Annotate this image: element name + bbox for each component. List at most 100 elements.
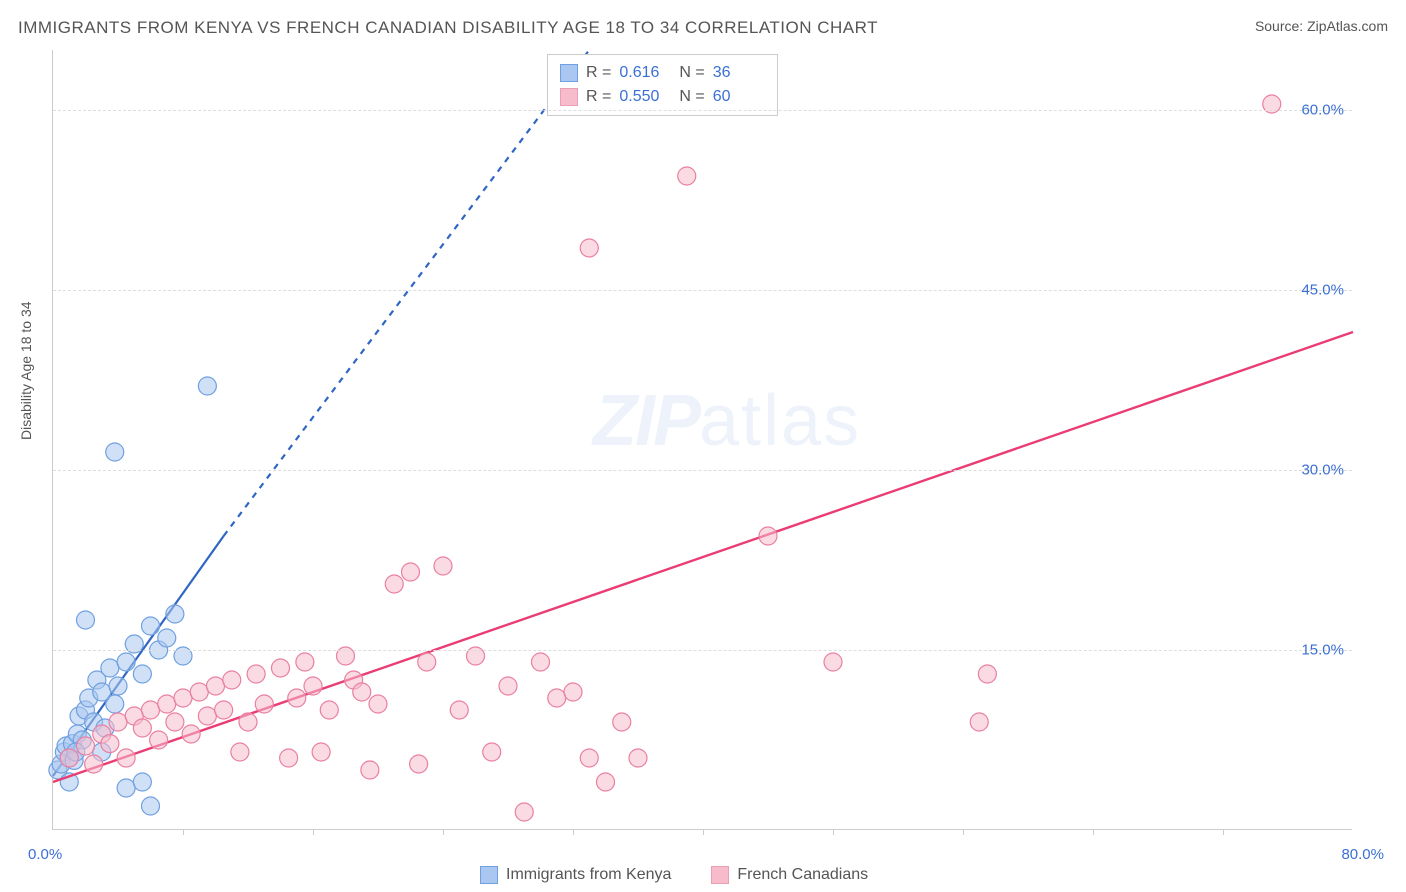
stats-row-series-a: R = 0.616 N = 36 bbox=[560, 61, 765, 85]
data-point bbox=[483, 743, 501, 761]
data-point bbox=[101, 659, 119, 677]
data-point bbox=[109, 713, 127, 731]
n-label-a: N = bbox=[679, 61, 704, 85]
data-point bbox=[548, 689, 566, 707]
gridline bbox=[53, 290, 1352, 291]
data-point bbox=[166, 605, 184, 623]
data-point bbox=[198, 377, 216, 395]
chart-header: IMMIGRANTS FROM KENYA VS FRENCH CANADIAN… bbox=[18, 18, 1388, 38]
gridline bbox=[53, 470, 1352, 471]
data-point bbox=[434, 557, 452, 575]
swatch-series-a bbox=[560, 64, 578, 82]
data-point bbox=[255, 695, 273, 713]
legend-label-a: Immigrants from Kenya bbox=[506, 866, 671, 884]
data-point bbox=[304, 677, 322, 695]
data-point bbox=[580, 239, 598, 257]
data-point bbox=[174, 689, 192, 707]
legend-item-b: French Canadians bbox=[711, 866, 868, 884]
source-label: Source: bbox=[1255, 18, 1307, 34]
data-point bbox=[117, 779, 135, 797]
data-point bbox=[280, 749, 298, 767]
data-point bbox=[60, 749, 78, 767]
data-point bbox=[231, 743, 249, 761]
data-point bbox=[133, 665, 151, 683]
data-point bbox=[106, 695, 124, 713]
x-tick bbox=[1093, 829, 1094, 835]
data-point bbox=[613, 713, 631, 731]
data-point bbox=[247, 665, 265, 683]
data-point bbox=[158, 695, 176, 713]
data-point bbox=[296, 653, 314, 671]
data-point bbox=[385, 575, 403, 593]
data-point bbox=[824, 653, 842, 671]
data-point bbox=[77, 611, 95, 629]
data-point bbox=[182, 725, 200, 743]
x-tick bbox=[1223, 829, 1224, 835]
r-label-b: R = bbox=[586, 85, 611, 109]
data-point bbox=[239, 713, 257, 731]
bottom-legend: Immigrants from Kenya French Canadians bbox=[480, 866, 868, 884]
data-point bbox=[166, 713, 184, 731]
data-point bbox=[106, 443, 124, 461]
gridline bbox=[53, 650, 1352, 651]
data-point bbox=[410, 755, 428, 773]
data-point bbox=[133, 773, 151, 791]
stats-row-series-b: R = 0.550 N = 60 bbox=[560, 85, 765, 109]
data-point bbox=[353, 683, 371, 701]
data-point bbox=[142, 797, 160, 815]
legend-swatch-a bbox=[480, 866, 498, 884]
x-tick bbox=[573, 829, 574, 835]
x-tick bbox=[963, 829, 964, 835]
data-point bbox=[580, 749, 598, 767]
r-value-a: 0.616 bbox=[619, 61, 671, 85]
r-value-b: 0.550 bbox=[619, 85, 671, 109]
data-point bbox=[150, 731, 168, 749]
x-tick bbox=[703, 829, 704, 835]
data-point bbox=[142, 701, 160, 719]
data-point bbox=[402, 563, 420, 581]
x-max-label: 80.0% bbox=[1341, 846, 1384, 863]
x-tick bbox=[313, 829, 314, 835]
x-tick bbox=[833, 829, 834, 835]
x-tick bbox=[183, 829, 184, 835]
source-name: ZipAtlas.com bbox=[1307, 18, 1388, 34]
data-point bbox=[117, 653, 135, 671]
y-tick-label: 60.0% bbox=[1301, 102, 1344, 119]
source-attribution: Source: ZipAtlas.com bbox=[1255, 18, 1388, 34]
data-point bbox=[158, 629, 176, 647]
data-point bbox=[418, 653, 436, 671]
stats-box: R = 0.616 N = 36 R = 0.550 N = 60 bbox=[547, 54, 778, 116]
n-label-b: N = bbox=[679, 85, 704, 109]
legend-label-b: French Canadians bbox=[737, 866, 868, 884]
data-point bbox=[198, 707, 216, 725]
data-point bbox=[759, 527, 777, 545]
legend-swatch-b bbox=[711, 866, 729, 884]
data-point bbox=[288, 689, 306, 707]
data-point bbox=[970, 713, 988, 731]
data-point bbox=[272, 659, 290, 677]
data-point bbox=[320, 701, 338, 719]
data-point bbox=[207, 677, 225, 695]
data-point bbox=[133, 719, 151, 737]
n-value-b: 60 bbox=[713, 85, 765, 109]
data-point bbox=[101, 735, 119, 753]
y-tick-label: 45.0% bbox=[1301, 282, 1344, 299]
swatch-series-b bbox=[560, 88, 578, 106]
chart-title: IMMIGRANTS FROM KENYA VS FRENCH CANADIAN… bbox=[18, 18, 878, 38]
y-tick-label: 30.0% bbox=[1301, 462, 1344, 479]
data-point bbox=[85, 755, 103, 773]
data-point bbox=[190, 683, 208, 701]
chart-svg bbox=[53, 50, 1352, 829]
legend-item-a: Immigrants from Kenya bbox=[480, 866, 671, 884]
data-point bbox=[978, 665, 996, 683]
plot-area: ZIPatlas R = 0.616 N = 36 R = 0.550 N = … bbox=[52, 50, 1352, 830]
trend-line-dashed bbox=[224, 50, 590, 536]
x-origin-label: 0.0% bbox=[28, 846, 62, 863]
data-point bbox=[109, 677, 127, 695]
y-tick-label: 15.0% bbox=[1301, 642, 1344, 659]
data-point bbox=[142, 617, 160, 635]
data-point bbox=[77, 737, 95, 755]
data-point bbox=[223, 671, 241, 689]
data-point bbox=[629, 749, 647, 767]
data-point bbox=[499, 677, 517, 695]
